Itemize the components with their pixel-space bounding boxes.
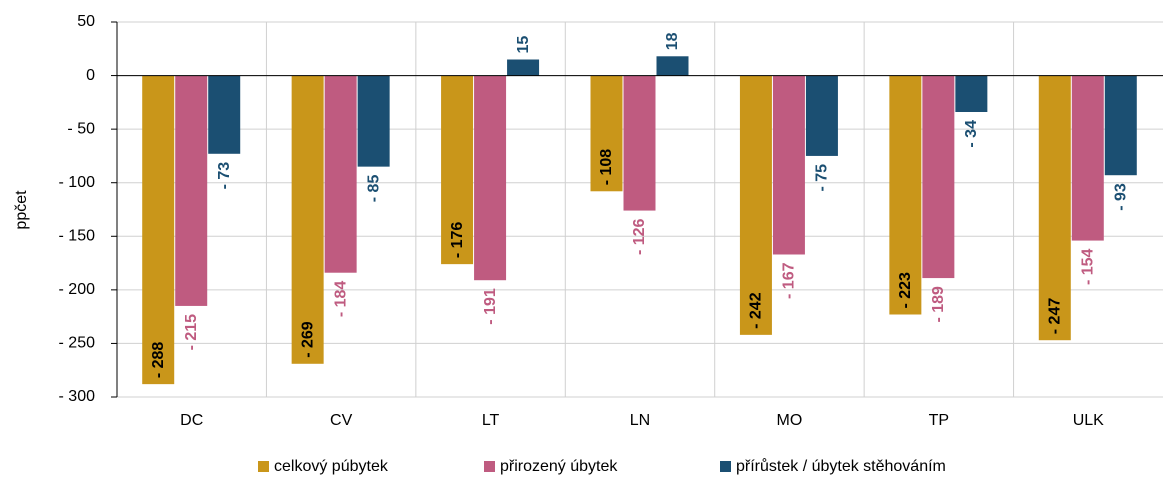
value-label: - 108 <box>598 149 615 186</box>
y-axis-label: ppčet <box>13 190 30 230</box>
bar <box>590 75 623 192</box>
value-label: 18 <box>664 32 681 50</box>
value-label: - 167 <box>781 262 798 299</box>
bar <box>357 75 390 167</box>
bar <box>1038 75 1071 341</box>
bar <box>805 75 838 156</box>
value-label: - 269 <box>299 321 316 358</box>
bar <box>175 75 208 306</box>
value-label: - 73 <box>216 162 233 190</box>
x-tick-label: LN <box>630 412 650 429</box>
y-tick-label: - 250 <box>59 335 96 352</box>
x-tick-label: MO <box>777 412 803 429</box>
x-tick-label: ULK <box>1073 412 1104 429</box>
bar <box>772 75 805 255</box>
bar <box>507 59 540 76</box>
y-tick-label: - 200 <box>59 281 96 298</box>
bar <box>142 75 175 385</box>
bar <box>1071 75 1104 241</box>
bar <box>739 75 772 335</box>
value-label: - 154 <box>1080 248 1097 285</box>
value-label: - 184 <box>332 281 349 318</box>
legend-swatch <box>258 461 269 472</box>
bar <box>955 75 988 112</box>
x-tick-label: TP <box>929 412 949 429</box>
value-label: - 189 <box>930 286 947 323</box>
bar <box>656 56 689 76</box>
bar <box>623 75 656 211</box>
y-tick-label: 0 <box>86 67 95 84</box>
bar <box>1104 75 1137 176</box>
value-label: - 215 <box>183 314 200 351</box>
x-tick-label: LT <box>482 412 500 429</box>
value-label: - 191 <box>482 288 499 325</box>
y-tick-label: - 50 <box>67 120 95 137</box>
value-label: - 126 <box>631 218 648 255</box>
bar <box>208 75 241 154</box>
value-label: - 242 <box>748 292 765 329</box>
value-label: 15 <box>515 36 532 54</box>
x-tick-label: CV <box>330 412 353 429</box>
legend-swatch <box>720 461 731 472</box>
bar <box>889 75 922 315</box>
y-tick-label: - 100 <box>59 174 96 191</box>
value-label: - 34 <box>963 120 980 148</box>
bar <box>324 75 357 273</box>
value-label: - 75 <box>814 164 831 192</box>
legend-label: celkový púbytek <box>274 458 389 475</box>
value-label: - 223 <box>897 272 914 309</box>
value-label: - 85 <box>365 175 382 203</box>
y-tick-label: - 300 <box>59 388 96 405</box>
bar <box>441 75 474 265</box>
legend-swatch <box>484 461 495 472</box>
value-label: - 288 <box>150 342 167 379</box>
legend-label: přírůstek / úbytek stěhováním <box>736 457 946 475</box>
bar <box>922 75 955 279</box>
value-label: - 247 <box>1047 298 1064 335</box>
value-label: - 176 <box>449 222 466 259</box>
y-tick-label: - 150 <box>59 228 96 245</box>
bar <box>291 75 324 364</box>
legend-label: přirozený úbytek <box>500 458 618 475</box>
y-tick-label: 50 <box>77 13 95 30</box>
x-tick-label: DC <box>180 412 203 429</box>
bar <box>474 75 507 281</box>
value-label: - 93 <box>1113 183 1130 211</box>
